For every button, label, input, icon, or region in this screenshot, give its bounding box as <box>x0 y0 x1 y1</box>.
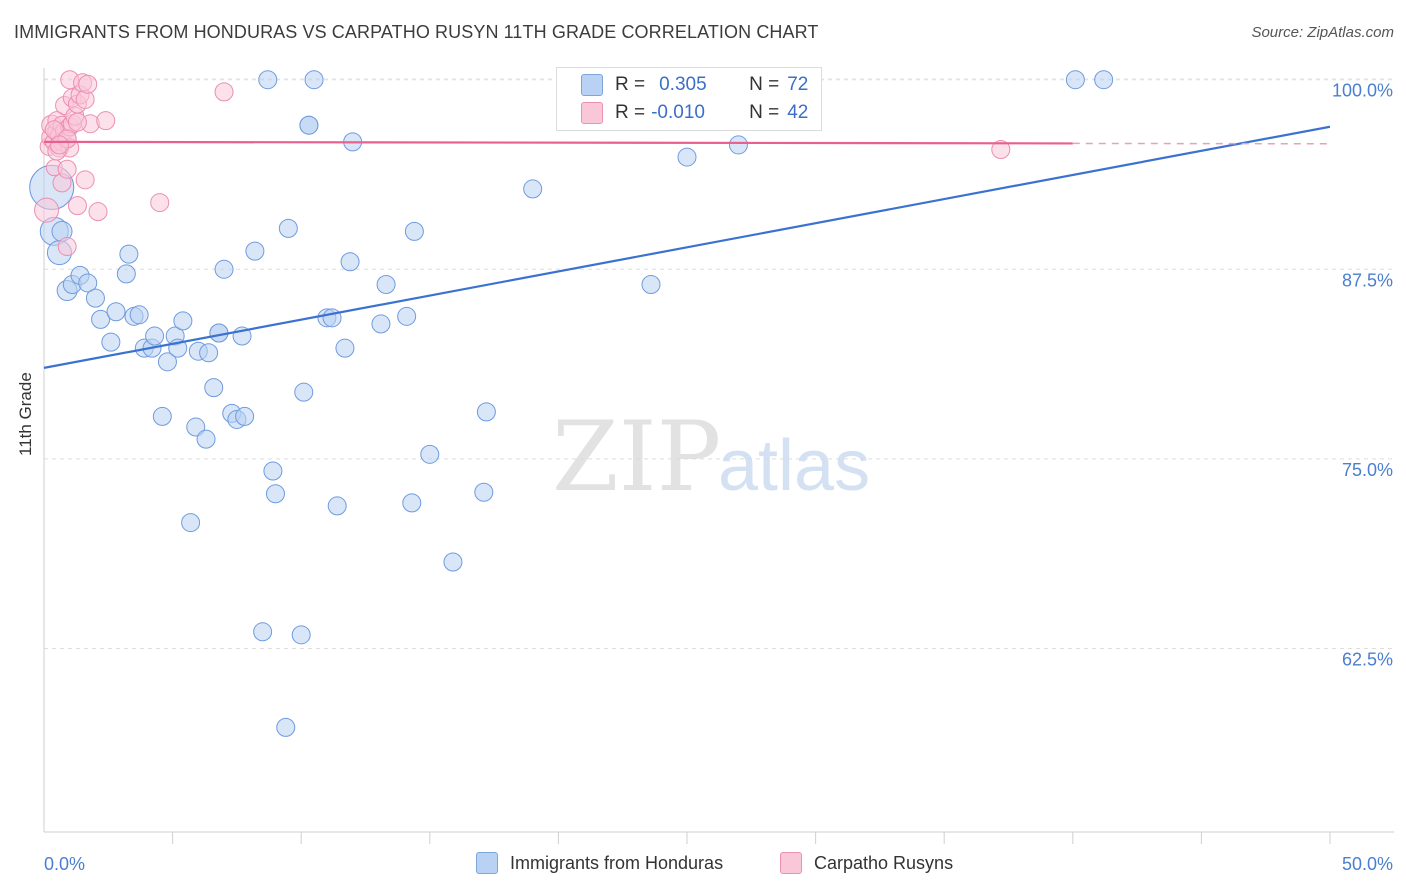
point-honduras <box>152 406 172 426</box>
y-tick-label: 87.5% <box>1342 270 1393 290</box>
point-rusyn <box>78 74 98 94</box>
stats-row-rusyn: R = -0.010 N = 42 <box>581 102 808 124</box>
legend-label-honduras: Immigrants from Honduras <box>510 852 724 873</box>
point-honduras <box>101 332 121 352</box>
point-honduras <box>278 218 298 238</box>
trend-line-honduras <box>43 125 1331 369</box>
point-honduras <box>186 417 206 437</box>
point-rusyn <box>67 112 87 132</box>
n-label: N = <box>749 74 780 95</box>
point-honduras <box>276 717 296 737</box>
point-honduras <box>404 221 424 241</box>
point-honduras <box>265 484 285 504</box>
point-honduras <box>173 311 193 331</box>
point-honduras <box>245 241 265 261</box>
point-honduras <box>157 352 177 372</box>
point-honduras <box>443 552 463 572</box>
legend-swatch-rusyn <box>780 852 802 874</box>
rusyn-swatch <box>581 102 603 124</box>
point-honduras <box>214 259 234 279</box>
r-value: -0.010 <box>651 102 705 123</box>
point-rusyn <box>214 82 234 102</box>
n-value: 42 <box>787 102 809 123</box>
point-rusyn <box>75 170 95 190</box>
point-honduras <box>728 135 748 155</box>
point-rusyn <box>34 197 60 223</box>
point-honduras <box>335 338 355 358</box>
legend-swatch-honduras <box>476 852 498 874</box>
point-rusyn <box>67 196 87 216</box>
point-honduras <box>291 625 311 645</box>
r-label: R = <box>615 102 646 123</box>
point-honduras <box>116 264 136 284</box>
point-rusyn <box>88 202 108 222</box>
point-rusyn <box>991 139 1011 159</box>
y-tick-label: 75.0% <box>1342 460 1393 480</box>
point-honduras <box>420 444 440 464</box>
point-rusyn <box>96 111 116 131</box>
x-tick-label: 0.0% <box>44 854 85 874</box>
grid-lines <box>44 78 1394 649</box>
stats-legend-box: R = 0.305 N = 72 R = -0.010 N = 42 <box>556 67 822 131</box>
point-honduras <box>340 252 360 272</box>
y-tick-label: 62.5% <box>1342 649 1393 669</box>
point-honduras <box>263 461 283 481</box>
r-value: 0.305 <box>659 74 707 95</box>
point-honduras <box>85 288 105 308</box>
legend-item-honduras[interactable]: Immigrants from Honduras <box>476 852 723 874</box>
legend-label-rusyn: Carpatho Rusyns <box>814 852 954 873</box>
trend-lines <box>43 125 1331 369</box>
n-value: 72 <box>787 74 809 95</box>
point-honduras <box>371 314 391 334</box>
point-honduras <box>376 274 396 294</box>
stats-row-honduras: R = 0.305 N = 72 <box>581 74 808 96</box>
point-honduras <box>181 513 201 533</box>
point-honduras <box>106 302 126 322</box>
point-honduras <box>196 429 216 449</box>
r-label: R = <box>615 74 646 95</box>
point-honduras <box>199 343 219 363</box>
point-honduras <box>327 496 347 516</box>
chart-source: Source: ZipAtlas.com <box>1251 24 1394 41</box>
point-honduras <box>91 309 111 329</box>
point-rusyn <box>150 193 170 213</box>
point-honduras <box>78 273 98 293</box>
point-rusyn <box>57 159 77 179</box>
legend-item-rusyn[interactable]: Carpatho Rusyns <box>780 852 953 874</box>
watermark-zip: ZIP <box>552 401 721 513</box>
x-tick-label: 50.0% <box>1342 854 1393 874</box>
point-honduras <box>476 402 496 422</box>
point-honduras <box>145 326 165 346</box>
watermark-atlas: atlas <box>718 426 870 506</box>
point-honduras <box>204 378 224 398</box>
point-rusyn <box>49 135 69 155</box>
point-honduras <box>253 622 273 642</box>
point-honduras <box>119 244 139 264</box>
point-rusyn <box>57 237 77 257</box>
point-honduras <box>474 482 494 502</box>
point-honduras <box>641 274 661 294</box>
point-honduras <box>258 70 278 90</box>
y-tick-label: 100.0% <box>1332 81 1393 101</box>
chart-title: IMMIGRANTS FROM HONDURAS VS CARPATHO RUS… <box>14 22 819 42</box>
point-honduras <box>129 305 149 325</box>
tick-labels: 62.5% 75.0% 87.5% 100.0% 0.0% 50.0% <box>44 81 1393 874</box>
point-honduras <box>304 70 324 90</box>
point-honduras <box>299 115 319 135</box>
honduras-swatch <box>581 74 603 96</box>
point-honduras <box>523 179 543 199</box>
trend-line-rusyn <box>43 140 1073 145</box>
point-honduras <box>397 306 417 326</box>
point-honduras <box>322 308 342 328</box>
point-honduras <box>402 493 422 513</box>
point-honduras <box>1065 70 1085 90</box>
point-honduras <box>294 382 314 402</box>
n-label: N = <box>749 102 780 123</box>
point-honduras <box>1094 70 1114 90</box>
point-honduras <box>677 147 697 167</box>
point-honduras <box>235 406 255 426</box>
